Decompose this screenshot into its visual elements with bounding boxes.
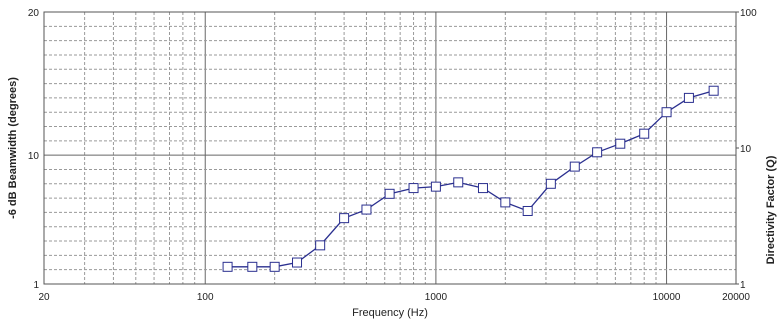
x-tick-label: 1000 (425, 292, 448, 303)
data-point-marker (222, 261, 233, 272)
data-point-marker (384, 188, 395, 199)
data-point-marker (430, 181, 441, 192)
x-tick-label: 20000 (722, 292, 750, 303)
y-tick-label: 1 (33, 280, 39, 291)
x-axis-ticks: 20 100 1000 10000 20000 (38, 292, 750, 303)
x-tick-label: 20 (38, 292, 50, 303)
data-point-marker (639, 128, 650, 139)
data-point-marker (453, 177, 464, 188)
x-tick-label: 10000 (653, 292, 681, 303)
data-point-marker (545, 178, 556, 189)
y-tick-label: 20 (28, 8, 40, 19)
data-point-marker (408, 183, 419, 194)
data-point-marker (661, 107, 672, 118)
data-point-marker (339, 213, 350, 224)
y2-tick-label: 1 (740, 280, 746, 291)
y-axis-title: -6 dB Beamwidth (degrees) (7, 77, 19, 219)
data-point-marker (315, 240, 326, 251)
x-tick-label: 100 (197, 292, 214, 303)
y2-tick-label: 10 (740, 144, 752, 155)
y2-axis-title: Directivity Factor (Q) (765, 155, 777, 264)
data-point-marker (269, 261, 280, 272)
data-point-marker (477, 183, 488, 194)
series-line (227, 90, 714, 268)
data-point-marker (683, 92, 694, 103)
data-point-marker (592, 147, 603, 158)
data-point-marker (500, 197, 511, 208)
y-tick-label: 10 (28, 151, 40, 162)
y2-tick-label: 100 (740, 8, 757, 19)
plot-frame (43, 11, 737, 285)
data-point-marker (708, 85, 719, 96)
data-point-marker (615, 138, 626, 149)
x-axis-title: Frequency (Hz) (352, 307, 428, 319)
data-point-marker (361, 204, 372, 215)
series-layer (222, 85, 719, 272)
y-axis-ticks: 1 10 20 (28, 8, 40, 291)
data-point-marker (292, 257, 303, 268)
data-point-marker (569, 161, 580, 172)
y2-axis-ticks: 1 10 100 (736, 8, 757, 291)
grid-lines (44, 12, 736, 284)
data-point-marker (522, 205, 533, 216)
data-point-marker (247, 261, 258, 272)
